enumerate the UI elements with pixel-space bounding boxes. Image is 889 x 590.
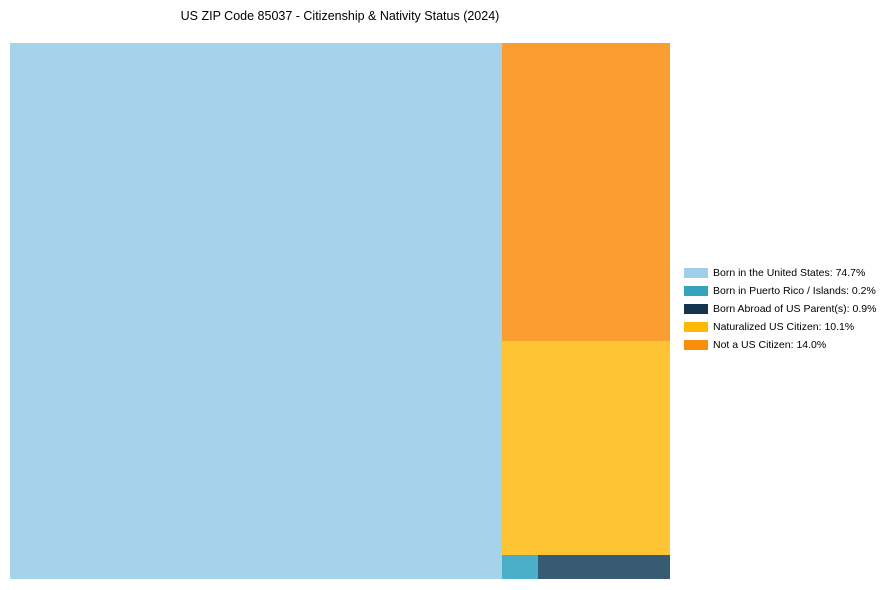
legend-row-born-in-puerto-rico-islands: Born in Puerto Rico / Islands: 0.2% bbox=[684, 282, 876, 300]
legend-label-not-a-us-citizen: Not a US Citizen: 14.0% bbox=[713, 339, 827, 351]
legend-label-born-in-the-united-states: Born in the United States: 74.7% bbox=[713, 267, 866, 279]
legend-row-born-in-the-united-states: Born in the United States: 74.7% bbox=[684, 264, 876, 282]
treemap-chart bbox=[10, 43, 670, 579]
treemap-segment-naturalized-us-citizen bbox=[501, 340, 670, 555]
legend-swatch-naturalized-us-citizen bbox=[684, 322, 708, 332]
legend-label-naturalized-us-citizen: Naturalized US Citizen: 10.1% bbox=[713, 321, 855, 333]
legend: Born in the United States: 74.7% Born in … bbox=[684, 264, 876, 354]
legend-label-born-abroad-of-us-parent-s: Born Abroad of US Parent(s): 0.9% bbox=[713, 303, 877, 315]
legend-swatch-not-a-us-citizen bbox=[684, 340, 708, 350]
legend-row-not-a-us-citizen: Not a US Citizen: 14.0% bbox=[684, 336, 876, 354]
treemap-segment-born-abroad-of-us-parent-s bbox=[538, 554, 670, 579]
legend-row-naturalized-us-citizen: Naturalized US Citizen: 10.1% bbox=[684, 318, 876, 336]
legend-swatch-born-in-the-united-states bbox=[684, 268, 708, 278]
legend-row-born-abroad-of-us-parent-s: Born Abroad of US Parent(s): 0.9% bbox=[684, 300, 876, 318]
legend-swatch-born-in-puerto-rico-islands bbox=[684, 286, 708, 296]
treemap-segment-born-in-puerto-rico-islands bbox=[501, 554, 538, 579]
treemap-segment-not-a-us-citizen bbox=[501, 43, 670, 341]
treemap-segment-born-in-the-united-states bbox=[10, 43, 502, 579]
legend-label-born-in-puerto-rico-islands: Born in Puerto Rico / Islands: 0.2% bbox=[713, 285, 876, 297]
legend-swatch-born-abroad-of-us-parent-s bbox=[684, 304, 708, 314]
chart-title: US ZIP Code 85037 - Citizenship & Nativi… bbox=[180, 9, 500, 23]
